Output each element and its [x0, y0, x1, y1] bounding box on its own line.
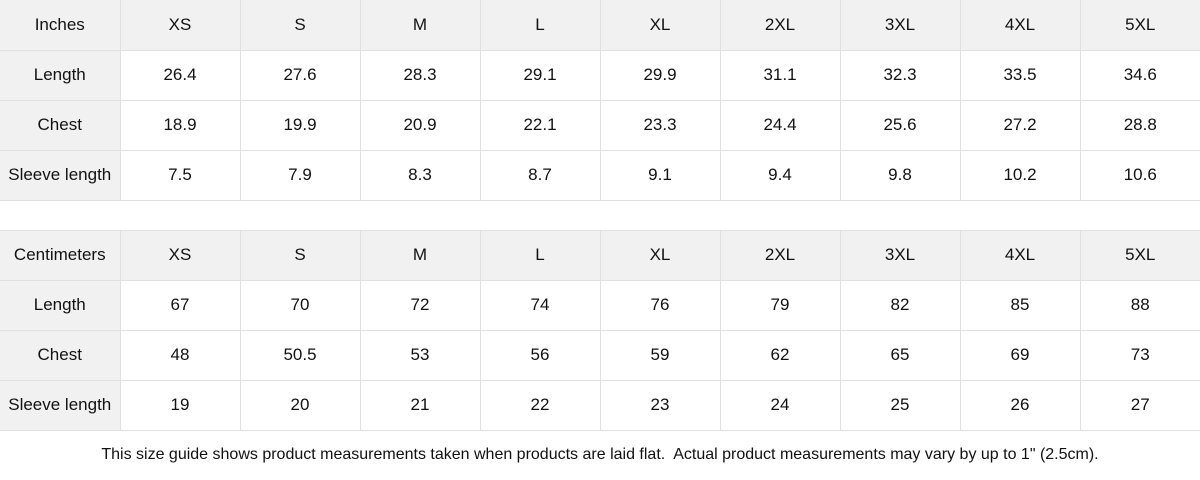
- measurement-row: Sleeve length 19 20 21 22 23 24 25 26 27: [0, 380, 1200, 431]
- measurement-cell: 56: [480, 330, 601, 381]
- size-column-header: 5XL: [1080, 229, 1200, 281]
- measurement-cell: 33.5: [960, 50, 1081, 101]
- measurement-cell: 22: [480, 380, 601, 431]
- size-column-header: M: [360, 229, 481, 281]
- size-column-header: 2XL: [720, 229, 841, 281]
- measurement-cell: 32.3: [840, 50, 961, 101]
- measurement-row: Chest 48 50.5 53 56 59 62 65 69 73: [0, 330, 1200, 381]
- measurement-cell: 74: [480, 280, 601, 331]
- size-column-header: 4XL: [960, 229, 1081, 281]
- measurement-cell: 50.5: [240, 330, 361, 381]
- inches-size-table: Inches XS S M L XL 2XL 3XL 4XL 5XL Length 26.4 27.6 2…: [0, 0, 1200, 201]
- size-column-header: S: [240, 0, 361, 51]
- measurement-cell: 9.1: [600, 150, 721, 201]
- measurement-cell: 73: [1080, 330, 1200, 381]
- size-column-header: XS: [120, 229, 241, 281]
- measurement-cell: 29.9: [600, 50, 721, 101]
- measurement-row: Length 26.4 27.6 28.3 29.1 29.9 31.1 32.3 33.5 34…: [0, 50, 1200, 101]
- size-column-header: XS: [120, 0, 241, 51]
- measurement-cell: 82: [840, 280, 961, 331]
- measurement-cell: 25: [840, 380, 961, 431]
- measurement-cell: 8.3: [360, 150, 481, 201]
- measurement-cell: 85: [960, 280, 1081, 331]
- measurement-cell: 19.9: [240, 100, 361, 151]
- measurement-cell: 26.4: [120, 50, 241, 101]
- measurement-cell: 29.1: [480, 50, 601, 101]
- measurement-cell: 19: [120, 380, 241, 431]
- unit-label: Centimeters: [0, 229, 121, 281]
- centimeters-size-table: Centimeters XS S M L XL 2XL 3XL 4XL 5XL Length 67 70…: [0, 229, 1200, 431]
- measurement-cell: 25.6: [840, 100, 961, 151]
- measurement-cell: 21: [360, 380, 481, 431]
- measurement-cell: 23.3: [600, 100, 721, 151]
- row-label: Sleeve length: [0, 150, 121, 201]
- measurement-cell: 7.9: [240, 150, 361, 201]
- size-column-header: M: [360, 0, 481, 51]
- row-label: Sleeve length: [0, 380, 121, 431]
- measurement-cell: 24.4: [720, 100, 841, 151]
- measurement-cell: 62: [720, 330, 841, 381]
- measurement-row: Sleeve length 7.5 7.9 8.3 8.7 9.1 9.4 9.8 10.2 10…: [0, 150, 1200, 201]
- measurement-cell: 27: [1080, 380, 1200, 431]
- measurement-cell: 48: [120, 330, 241, 381]
- row-label: Length: [0, 50, 121, 101]
- measurement-cell: 65: [840, 330, 961, 381]
- measurement-cell: 10.6: [1080, 150, 1200, 201]
- measurement-cell: 20.9: [360, 100, 481, 151]
- measurement-cell: 9.8: [840, 150, 961, 201]
- measurement-cell: 23: [600, 380, 721, 431]
- size-column-header: L: [480, 229, 601, 281]
- measurement-cell: 10.2: [960, 150, 1081, 201]
- size-column-header: XL: [600, 229, 721, 281]
- header-row: Centimeters XS S M L XL 2XL 3XL 4XL 5XL: [0, 229, 1200, 281]
- table-spacer: [0, 200, 1200, 230]
- measurement-cell: 53: [360, 330, 481, 381]
- measurement-cell: 28.3: [360, 50, 481, 101]
- size-column-header: 4XL: [960, 0, 1081, 51]
- measurement-cell: 76: [600, 280, 721, 331]
- measurement-cell: 8.7: [480, 150, 601, 201]
- measurement-cell: 28.8: [1080, 100, 1200, 151]
- measurement-cell: 27.2: [960, 100, 1081, 151]
- measurement-cell: 67: [120, 280, 241, 331]
- measurement-cell: 70: [240, 280, 361, 331]
- measurement-row: Length 67 70 72 74 76 79 82 85 88: [0, 280, 1200, 331]
- measurement-cell: 79: [720, 280, 841, 331]
- header-row: Inches XS S M L XL 2XL 3XL 4XL 5XL: [0, 0, 1200, 51]
- measurement-cell: 34.6: [1080, 50, 1200, 101]
- measurement-cell: 27.6: [240, 50, 361, 101]
- measurement-row: Chest 18.9 19.9 20.9 22.1 23.3 24.4 25.6 27.2 28.…: [0, 100, 1200, 151]
- measurement-cell: 72: [360, 280, 481, 331]
- measurement-cell: 9.4: [720, 150, 841, 201]
- row-label: Chest: [0, 330, 121, 381]
- unit-label: Inches: [0, 0, 121, 51]
- size-column-header: 3XL: [840, 0, 961, 51]
- measurement-cell: 31.1: [720, 50, 841, 101]
- size-column-header: L: [480, 0, 601, 51]
- row-label: Chest: [0, 100, 121, 151]
- measurement-cell: 88: [1080, 280, 1200, 331]
- size-column-header: S: [240, 229, 361, 281]
- size-column-header: XL: [600, 0, 721, 51]
- measurement-cell: 20: [240, 380, 361, 431]
- measurement-cell: 26: [960, 380, 1081, 431]
- measurement-cell: 18.9: [120, 100, 241, 151]
- row-label: Length: [0, 280, 121, 331]
- measurement-cell: 59: [600, 330, 721, 381]
- measurement-cell: 7.5: [120, 150, 241, 201]
- measurement-cell: 69: [960, 330, 1081, 381]
- measurement-cell: 24: [720, 380, 841, 431]
- measurement-cell: 22.1: [480, 100, 601, 151]
- size-column-header: 3XL: [840, 229, 961, 281]
- size-column-header: 5XL: [1080, 0, 1200, 51]
- size-guide-note: This size guide shows product measuremen…: [0, 430, 1200, 480]
- size-column-header: 2XL: [720, 0, 841, 51]
